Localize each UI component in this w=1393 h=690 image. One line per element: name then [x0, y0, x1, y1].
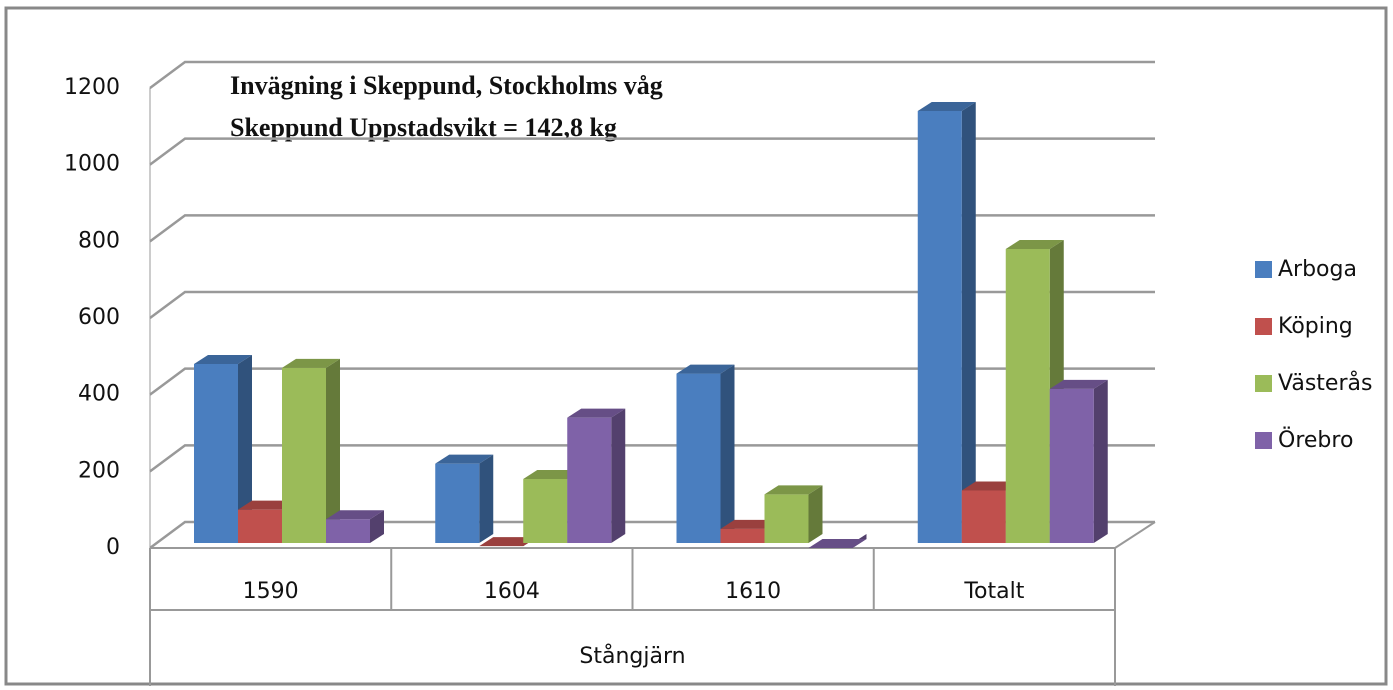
- legend-swatch: [1255, 432, 1272, 449]
- bar-top: [326, 510, 384, 520]
- bar-top: [1005, 240, 1064, 249]
- bar-side: [961, 102, 976, 543]
- bar-front: [1049, 388, 1094, 543]
- bar-side: [479, 454, 494, 543]
- x-tick-label: 1604: [484, 579, 540, 604]
- bar-side: [370, 510, 384, 543]
- bar-front: [435, 463, 480, 543]
- y-tick-label: 1000: [64, 152, 120, 177]
- x-tick-label: Totalt: [963, 579, 1024, 604]
- bar-top: [238, 500, 296, 510]
- y-tick-label: 400: [78, 382, 120, 407]
- bar: [282, 358, 340, 543]
- bar-side: [238, 355, 252, 543]
- legend-label: Köping: [1278, 314, 1353, 339]
- legend-swatch: [1255, 375, 1272, 392]
- grid-line: [149, 214, 1155, 243]
- bar-top: [282, 358, 340, 368]
- y-tick-label: 0: [106, 535, 120, 560]
- bar-side: [720, 364, 735, 543]
- y-tick-label: 200: [78, 458, 120, 483]
- y-tick-label: 1200: [64, 75, 120, 100]
- y-tick-label: 800: [78, 228, 120, 253]
- chart-title: Invägning i Skeppund, Stockholms våg: [230, 71, 663, 100]
- bar-top: [567, 408, 626, 418]
- bar-side: [611, 408, 626, 543]
- bar-front: [523, 479, 568, 543]
- bar: [567, 408, 626, 543]
- bar-top: [435, 454, 494, 464]
- bar-side: [808, 485, 823, 543]
- bar: [326, 510, 384, 543]
- bar-top: [961, 481, 1020, 491]
- bar: [676, 364, 735, 543]
- bar-front: [764, 494, 809, 543]
- grid-line: [149, 520, 1155, 550]
- bar-front: [194, 364, 238, 543]
- bar-top: [808, 539, 867, 548]
- bar-side: [1093, 379, 1108, 543]
- legend-swatch: [1255, 318, 1272, 335]
- x-tick-label: 1590: [243, 579, 299, 604]
- bar-top: [194, 355, 252, 364]
- bar-front: [326, 519, 370, 543]
- grid-line: [149, 60, 1155, 90]
- bar-top: [479, 537, 538, 547]
- chart-subtitle: Skeppund Uppstadsvikt = 142,8 kg: [230, 113, 617, 142]
- bar: [194, 355, 252, 543]
- grid-line: [149, 367, 1155, 396]
- bar-top: [917, 102, 976, 111]
- bar: [764, 485, 823, 543]
- bar: [435, 454, 494, 543]
- bar-front: [676, 373, 721, 543]
- legend-label: Arboga: [1278, 257, 1357, 282]
- bar-top: [720, 519, 779, 529]
- bar: [1049, 379, 1108, 543]
- chart-frame: [4, 6, 1388, 686]
- bar-top: [523, 470, 582, 479]
- legend-label: Örebro: [1278, 427, 1353, 453]
- legend-swatch: [1255, 261, 1272, 278]
- bar-front: [961, 490, 1006, 543]
- x-tick-label: 1610: [725, 579, 781, 604]
- floor-right: [1114, 521, 1156, 549]
- bar-side: [326, 358, 340, 543]
- bar-front: [917, 111, 962, 543]
- bar-top: [676, 364, 735, 374]
- legend-label: Västerås: [1278, 370, 1372, 396]
- bar-front: [238, 509, 282, 543]
- group-label: Stångjärn: [579, 643, 685, 669]
- y-tick-label: 600: [78, 305, 120, 330]
- grid-line: [149, 137, 1155, 166]
- grid-line: [149, 444, 1155, 473]
- bar-front: [720, 528, 765, 543]
- bar-front: [567, 417, 612, 543]
- bar-top: [1049, 379, 1108, 389]
- bar-top: [764, 485, 823, 495]
- bar: [917, 102, 976, 543]
- bar-front: [282, 367, 326, 543]
- bar-front: [1005, 249, 1050, 543]
- bar: [808, 534, 867, 548]
- grid-line: [149, 290, 1155, 320]
